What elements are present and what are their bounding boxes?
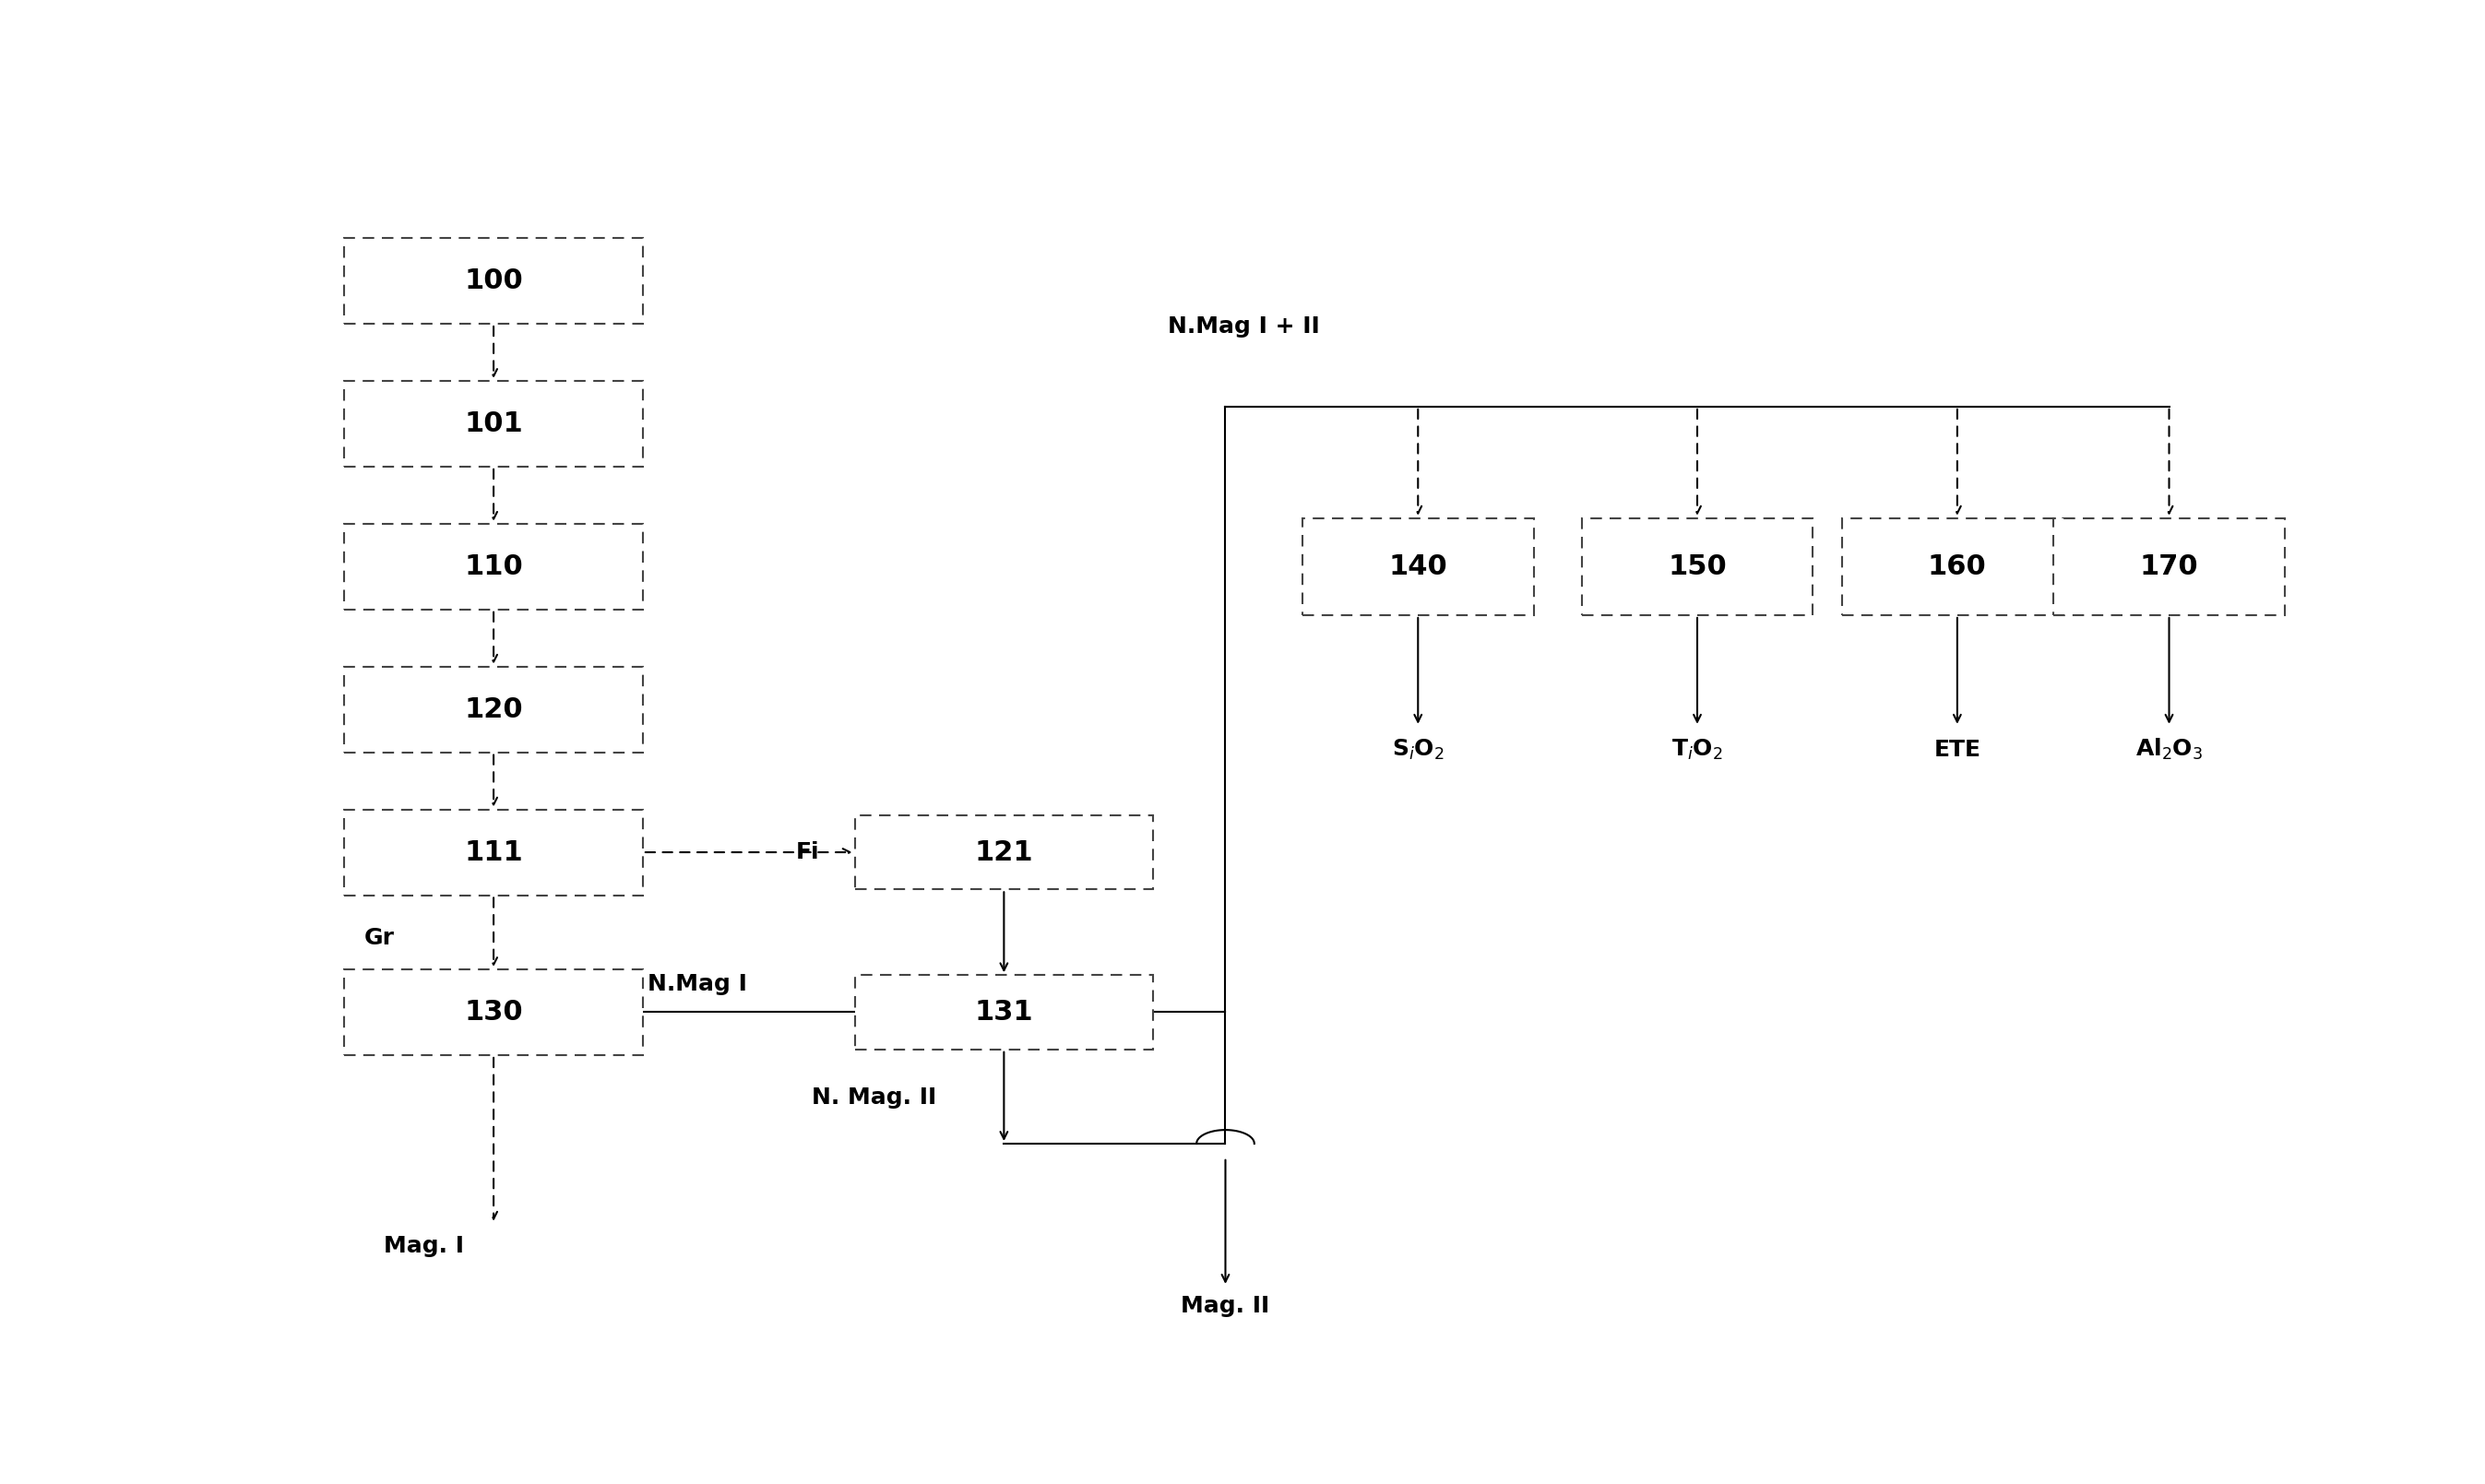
Text: 170: 170	[2140, 554, 2199, 580]
Text: N.Mag I + II: N.Mag I + II	[1168, 316, 1320, 338]
Text: N. Mag. II: N. Mag. II	[810, 1086, 937, 1109]
Text: 130: 130	[465, 999, 522, 1025]
Text: Gr: Gr	[365, 928, 395, 950]
Text: Fi: Fi	[795, 841, 820, 864]
Text: 150: 150	[1667, 554, 1727, 580]
Text: Mag. I: Mag. I	[383, 1235, 465, 1257]
Text: N.Mag I: N.Mag I	[649, 972, 748, 994]
FancyBboxPatch shape	[345, 524, 644, 610]
Text: 120: 120	[465, 696, 522, 723]
Text: 100: 100	[465, 267, 522, 294]
FancyBboxPatch shape	[345, 237, 644, 324]
FancyBboxPatch shape	[855, 815, 1153, 889]
Text: 121: 121	[974, 838, 1034, 865]
Text: Mag. II: Mag. II	[1180, 1296, 1270, 1318]
FancyBboxPatch shape	[2053, 518, 2284, 616]
FancyBboxPatch shape	[855, 975, 1153, 1049]
Text: 160: 160	[1928, 554, 1986, 580]
Text: 101: 101	[465, 411, 522, 438]
Text: ETE: ETE	[1933, 739, 1981, 760]
Text: 110: 110	[465, 554, 522, 580]
FancyBboxPatch shape	[1580, 518, 1812, 616]
Text: 111: 111	[465, 838, 522, 865]
Text: 140: 140	[1389, 554, 1446, 580]
FancyBboxPatch shape	[345, 666, 644, 752]
Text: S$_i$O$_2$: S$_i$O$_2$	[1392, 738, 1444, 761]
FancyBboxPatch shape	[1302, 518, 1533, 616]
FancyBboxPatch shape	[345, 969, 644, 1055]
Text: Al$_2$O$_3$: Al$_2$O$_3$	[2135, 738, 2202, 761]
Text: T$_i$O$_2$: T$_i$O$_2$	[1672, 738, 1722, 761]
FancyBboxPatch shape	[1841, 518, 2072, 616]
FancyBboxPatch shape	[345, 381, 644, 466]
FancyBboxPatch shape	[345, 809, 644, 895]
Text: 131: 131	[974, 999, 1034, 1025]
